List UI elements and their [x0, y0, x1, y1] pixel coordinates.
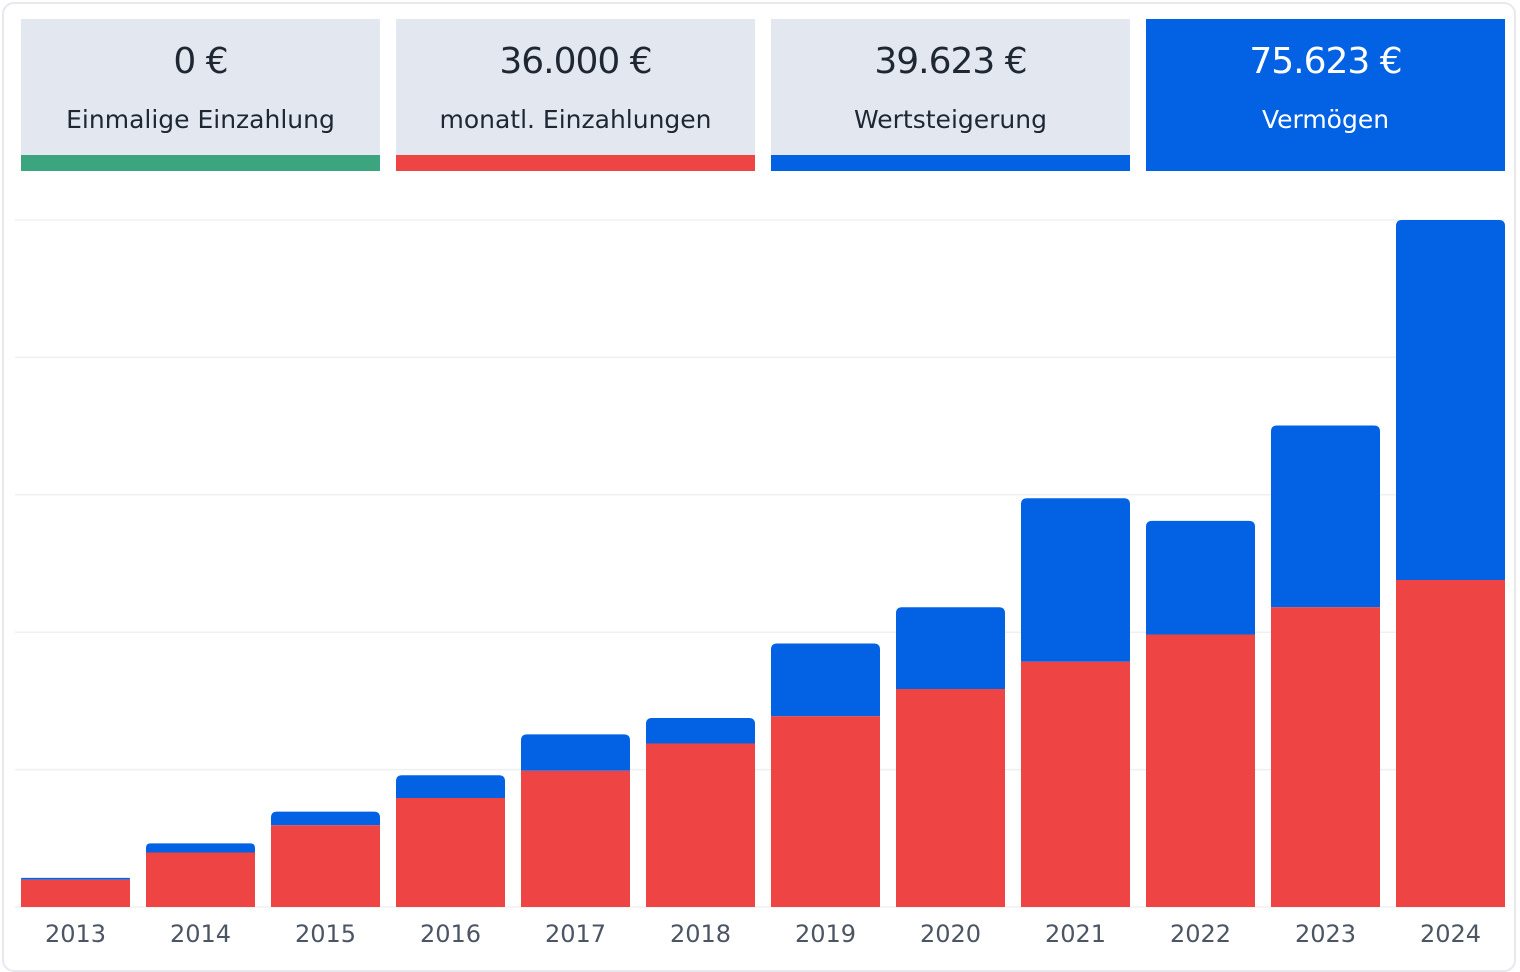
card-color-bar [1146, 155, 1505, 171]
card-value: 36.000 € [499, 41, 652, 82]
bar-wertsteigerung-2022 [1146, 520, 1255, 635]
bar-wertsteigerung-2016 [396, 775, 505, 798]
bar-einzahlungen-2013 [21, 879, 130, 907]
x-tick-label-2023: 2023 [1295, 920, 1356, 948]
card-label: Einmalige Einzahlung [66, 105, 335, 134]
card-value: 0 € [173, 41, 228, 82]
x-tick-label-2020: 2020 [920, 920, 981, 948]
card-label: Wertsteigerung [854, 105, 1047, 134]
bar-wertsteigerung-2020 [896, 607, 1005, 689]
bar-wertsteigerung-2018 [646, 718, 755, 744]
x-tick-label-2015: 2015 [295, 920, 356, 948]
card-monatliche-einzahlungen[interactable]: 36.000 € monatl. Einzahlungen [396, 19, 755, 171]
x-tick-label-2013: 2013 [45, 920, 106, 948]
bar-wertsteigerung-2013 [21, 877, 130, 880]
bar-wertsteigerung-2021 [1021, 498, 1130, 662]
bar-wertsteigerung-2023 [1271, 425, 1380, 608]
bar-einzahlungen-2015 [271, 825, 380, 907]
x-tick-label-2014: 2014 [170, 920, 231, 948]
x-tick-label-2021: 2021 [1045, 920, 1106, 948]
bar-einzahlungen-2021 [1021, 661, 1130, 907]
card-einmalige-einzahlung[interactable]: 0 € Einmalige Einzahlung [21, 19, 380, 171]
card-value: 75.623 € [1249, 41, 1402, 82]
bar-einzahlungen-2024 [1396, 579, 1505, 907]
bar-wertsteigerung-2014 [146, 843, 255, 853]
x-tick-label-2017: 2017 [545, 920, 606, 948]
bar-einzahlungen-2014 [146, 852, 255, 907]
x-tick-label-2022: 2022 [1170, 920, 1231, 948]
bar-einzahlungen-2020 [896, 688, 1005, 907]
card-color-bar [771, 155, 1130, 171]
bar-wertsteigerung-2019 [771, 643, 880, 717]
bar-einzahlungen-2017 [521, 770, 630, 907]
bar-einzahlungen-2016 [396, 797, 505, 907]
card-label: monatl. Einzahlungen [439, 105, 712, 134]
card-wertsteigerung[interactable]: 39.623 € Wertsteigerung [771, 19, 1130, 171]
bar-einzahlungen-2019 [771, 716, 880, 907]
card-color-bar [21, 155, 380, 171]
bar-wertsteigerung-2015 [271, 811, 380, 826]
bar-einzahlungen-2018 [646, 743, 755, 907]
card-color-bar [396, 155, 755, 171]
bar-wertsteigerung-2017 [521, 734, 630, 771]
bar-einzahlungen-2022 [1146, 634, 1255, 907]
card-value: 39.623 € [874, 41, 1027, 82]
bar-einzahlungen-2023 [1271, 607, 1380, 907]
x-tick-label-2019: 2019 [795, 920, 856, 948]
x-tick-label-2018: 2018 [670, 920, 731, 948]
card-vermoegen[interactable]: 75.623 € Vermögen [1146, 19, 1505, 171]
summary-cards: 0 € Einmalige Einzahlung 36.000 € monatl… [21, 19, 1505, 171]
bar-wertsteigerung-2024 [1396, 220, 1505, 580]
card-label: Vermögen [1261, 105, 1390, 134]
x-tick-label-2016: 2016 [420, 920, 481, 948]
x-tick-label-2024: 2024 [1420, 920, 1481, 948]
